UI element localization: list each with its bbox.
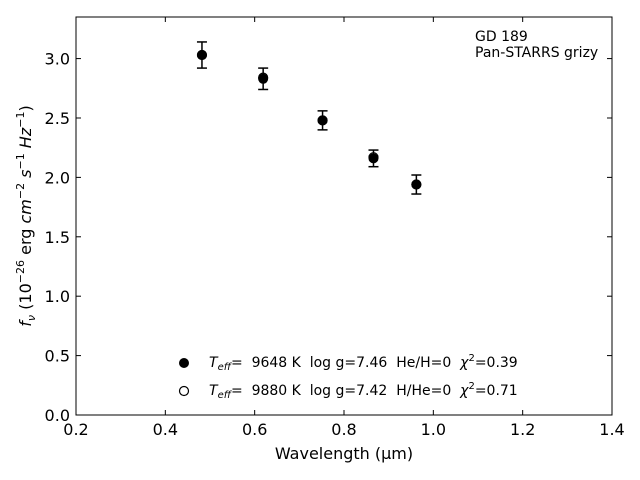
y-tick-label: 2.0 bbox=[45, 168, 70, 187]
data-point-filled bbox=[368, 153, 379, 164]
data-point-filled bbox=[196, 50, 207, 61]
data-point-filled bbox=[317, 115, 328, 126]
x-tick-label: 1.2 bbox=[510, 420, 535, 439]
legend: Teff= 9648 K log g=7.46 He/H=0 χ2=0.39 T… bbox=[178, 353, 518, 401]
y-tick-label: 1.0 bbox=[45, 287, 70, 306]
x-tick-label: 1.4 bbox=[599, 420, 624, 439]
legend-entry-1: Teff= 9880 K log g=7.42 H/He=0 χ2=0.71 bbox=[209, 381, 518, 401]
legend-entry-0: Teff= 9648 K log g=7.46 He/H=0 χ2=0.39 bbox=[209, 353, 518, 373]
annotation-survey: Pan-STARRS grizy bbox=[475, 45, 598, 61]
x-tick-label: 0.6 bbox=[242, 420, 267, 439]
plot-frame bbox=[75, 16, 613, 416]
x-tick-label: 0.2 bbox=[63, 420, 88, 439]
legend-marker-filled bbox=[179, 358, 189, 368]
y-tick-label: 3.0 bbox=[45, 50, 70, 69]
legend-marker-open bbox=[178, 385, 190, 397]
annotation-object-name: GD 189 bbox=[475, 29, 528, 45]
y-axis-label: fν (10−26 erg cm−2 s−1 Hz−1) bbox=[14, 105, 38, 326]
y-tick-label: 1.5 bbox=[45, 228, 70, 247]
x-axis-label: Wavelength (μm) bbox=[275, 444, 413, 463]
data-point-filled bbox=[411, 179, 422, 190]
x-tick-label: 0.8 bbox=[331, 420, 356, 439]
y-tick-label: 0.5 bbox=[45, 347, 70, 366]
y-tick-label: 2.5 bbox=[45, 109, 70, 128]
x-tick-label: 1.0 bbox=[421, 420, 446, 439]
data-point-filled bbox=[258, 73, 269, 84]
x-tick-label: 0.4 bbox=[153, 420, 178, 439]
y-tick-label: 0.0 bbox=[45, 406, 70, 425]
